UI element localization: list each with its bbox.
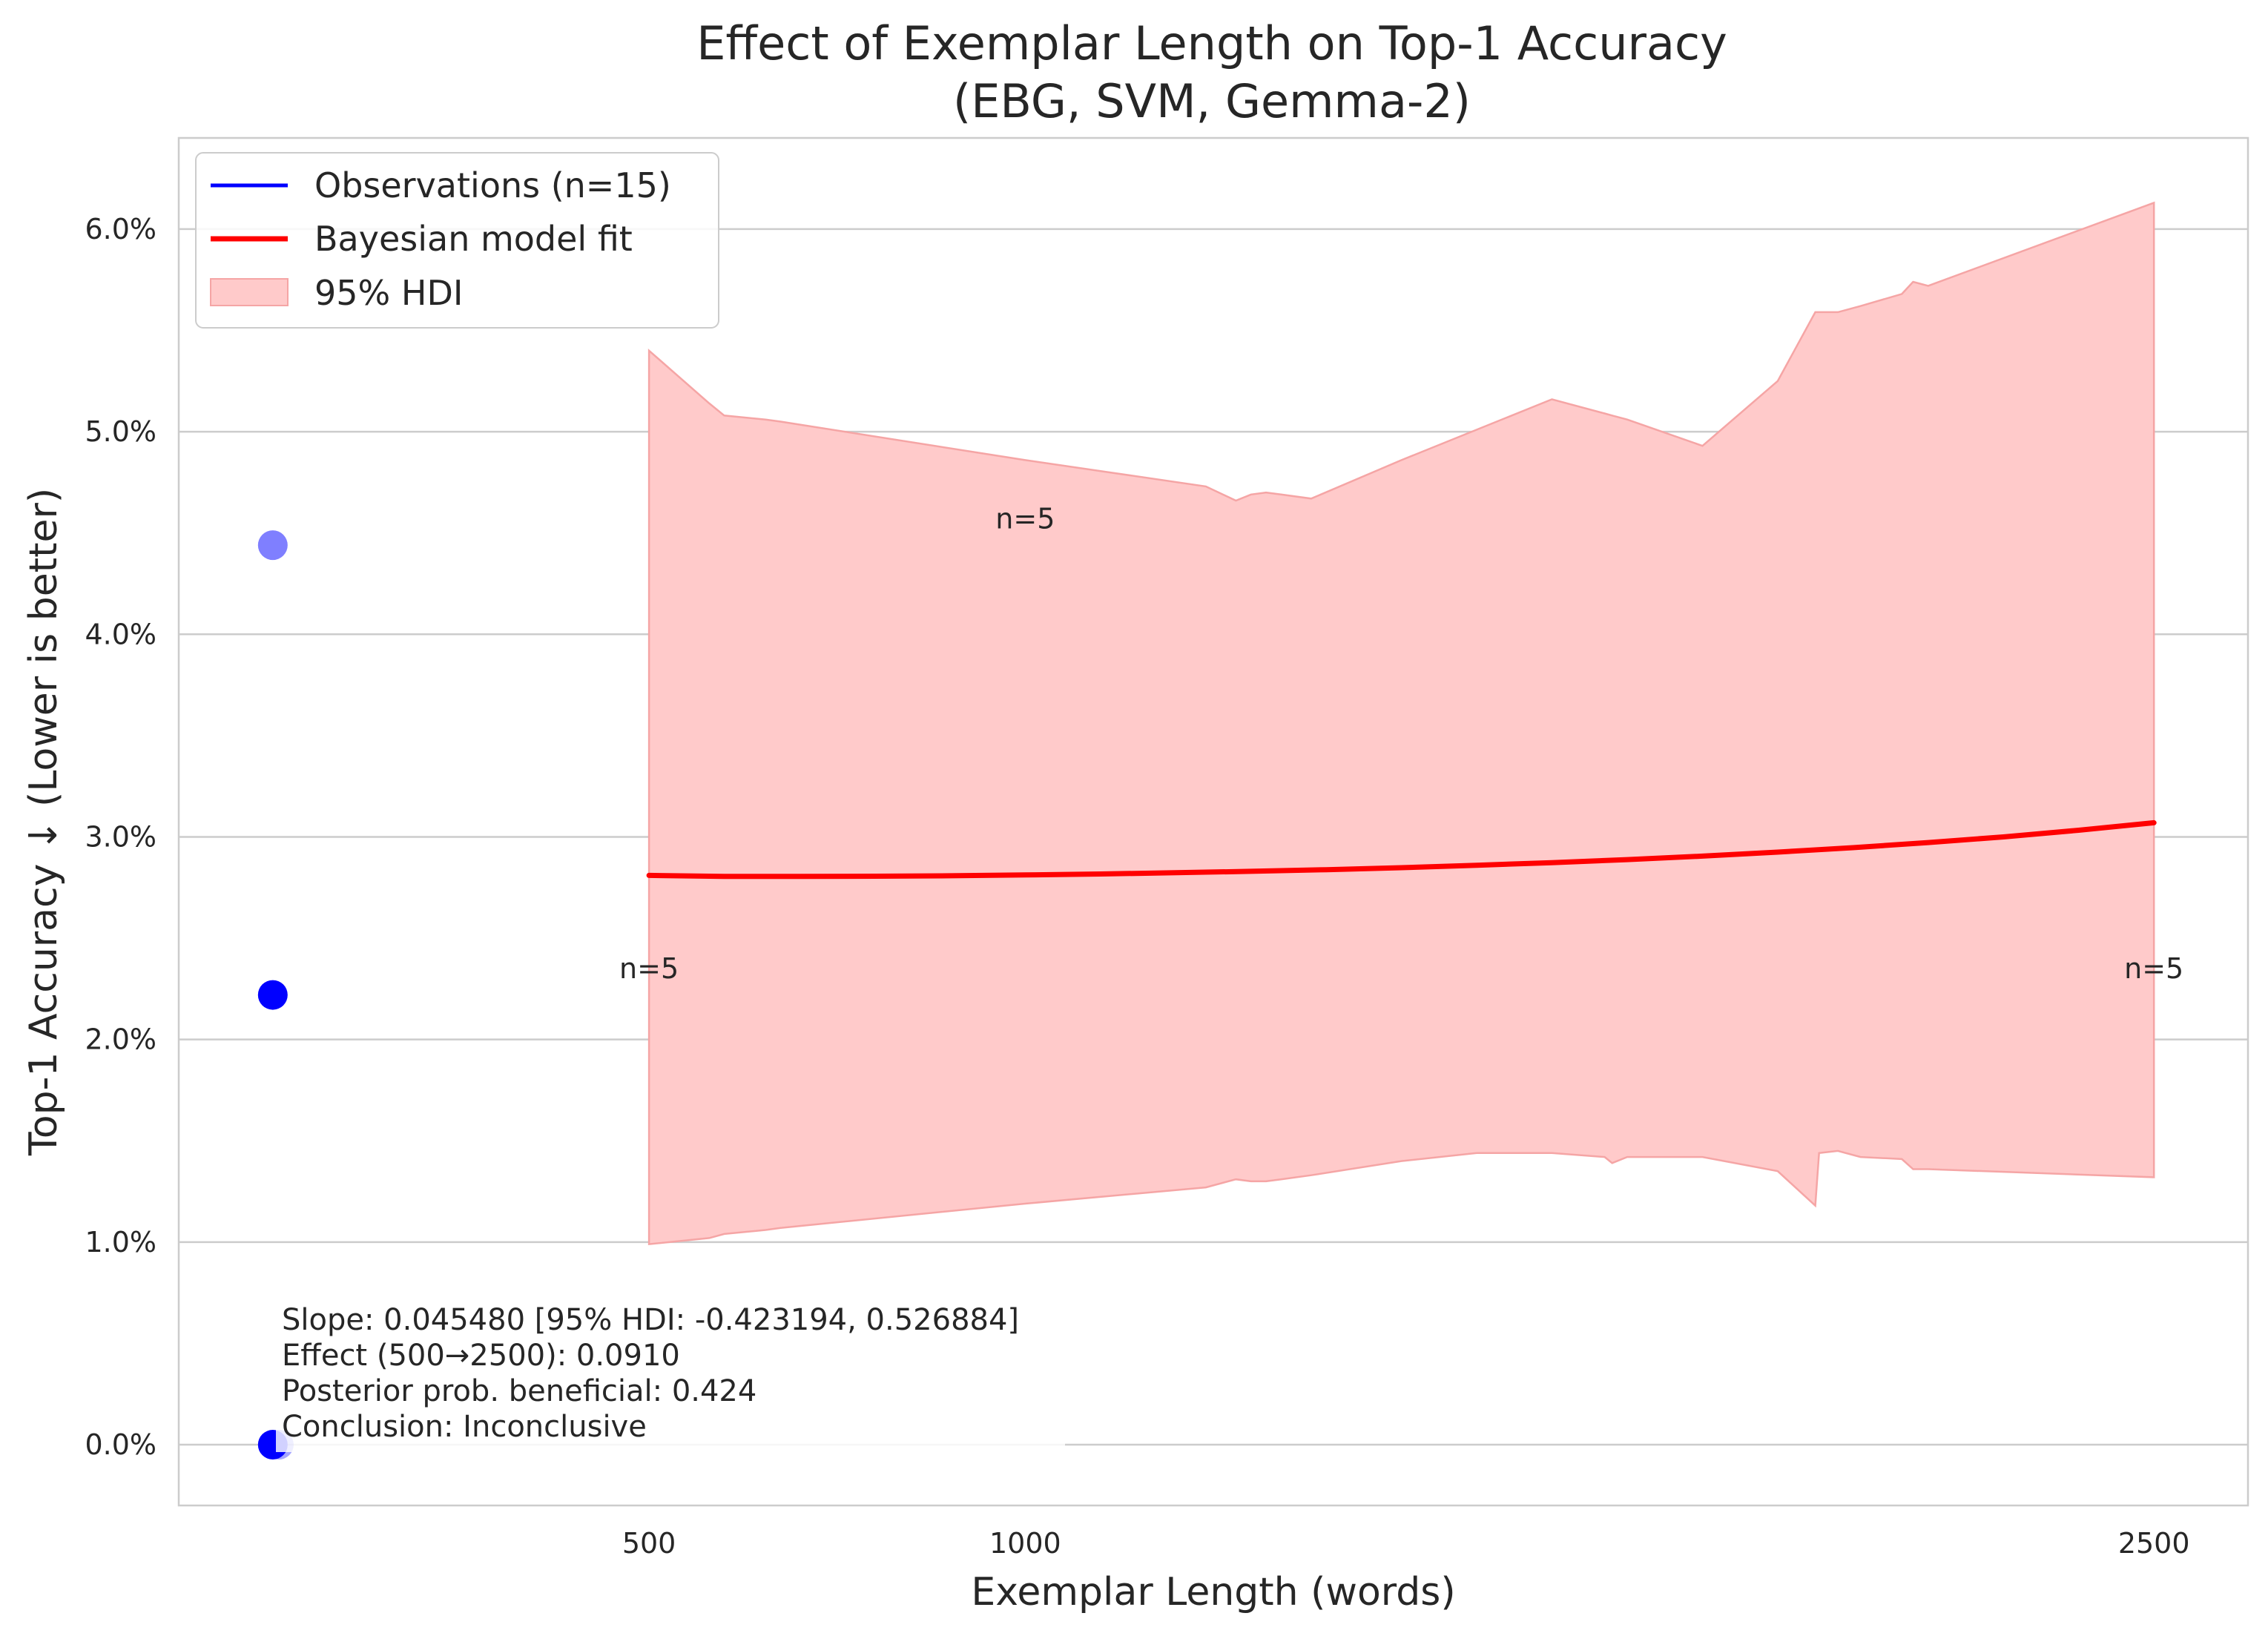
annotation-2: n=5 (2124, 952, 2183, 985)
legend-observations-label: Observations (n=15) (314, 165, 671, 205)
y-tick-label-6: 6.0% (85, 213, 156, 245)
observation-point-0 (257, 530, 288, 561)
hdi-band (647, 201, 2155, 1245)
y-tick-label-3: 3.0% (85, 820, 156, 853)
y-axis-ticks: 0.0% 1.0% 2.0% 3.0% 4.0% 5.0% 6.0% (85, 213, 156, 1461)
y-tick-label-4: 4.0% (85, 618, 156, 650)
legend: Observations (n=15) Bayesian model fit 9… (195, 152, 719, 329)
stats-line-1: Effect (500→2500): 0.0910 (282, 1339, 680, 1373)
x-axis-label: Exemplar Length (words) (971, 1570, 1455, 1614)
x-tick-label-0: 500 (622, 1527, 676, 1560)
y-tick-label-2: 2.0% (85, 1023, 156, 1056)
y-tick-label-5: 5.0% (85, 415, 156, 448)
stats-line-0: Slope: 0.045480 [95% HDI: -0.423194, 0.5… (282, 1303, 1019, 1337)
hdi-layer (647, 201, 2155, 1245)
x-tick-label-1: 1000 (989, 1527, 1061, 1560)
chart-subtitle: (EBG, SVM, Gemma-2) (953, 74, 1471, 128)
legend-hdi-label: 95% HDI (314, 273, 463, 313)
y-tick-label-1: 1.0% (85, 1226, 156, 1259)
stats-box: Slope: 0.045480 [95% HDI: -0.423194, 0.5… (276, 1296, 1065, 1452)
annotation-1: n=5 (995, 503, 1055, 535)
legend-hdi-swatch (210, 278, 289, 306)
x-tick-label-2: 2500 (2118, 1527, 2190, 1560)
observation-point-1 (257, 980, 288, 1010)
chart-title: Effect of Exemplar Length on Top-1 Accur… (696, 16, 1727, 70)
sample-size-annotations: n=5 n=5 n=5 (619, 503, 2183, 985)
plot-frame (177, 136, 2249, 1507)
y-axis-label: Top-1 Accuracy ↓ (Lower is better) (22, 488, 66, 1156)
stats-line-2: Posterior prob. beneficial: 0.424 (282, 1374, 756, 1408)
x-axis-ticks: 500 1000 2500 (622, 1527, 2190, 1560)
y-tick-label-0: 0.0% (85, 1428, 156, 1461)
stats-box-background (276, 1296, 1065, 1452)
legend-fit-label: Bayesian model fit (314, 219, 633, 259)
legend-box (195, 152, 719, 329)
model-fit-line (646, 819, 2157, 880)
fit-layer (646, 819, 2157, 880)
annotation-0: n=5 (619, 952, 679, 985)
stats-line-3: Conclusion: Inconclusive (282, 1410, 647, 1444)
